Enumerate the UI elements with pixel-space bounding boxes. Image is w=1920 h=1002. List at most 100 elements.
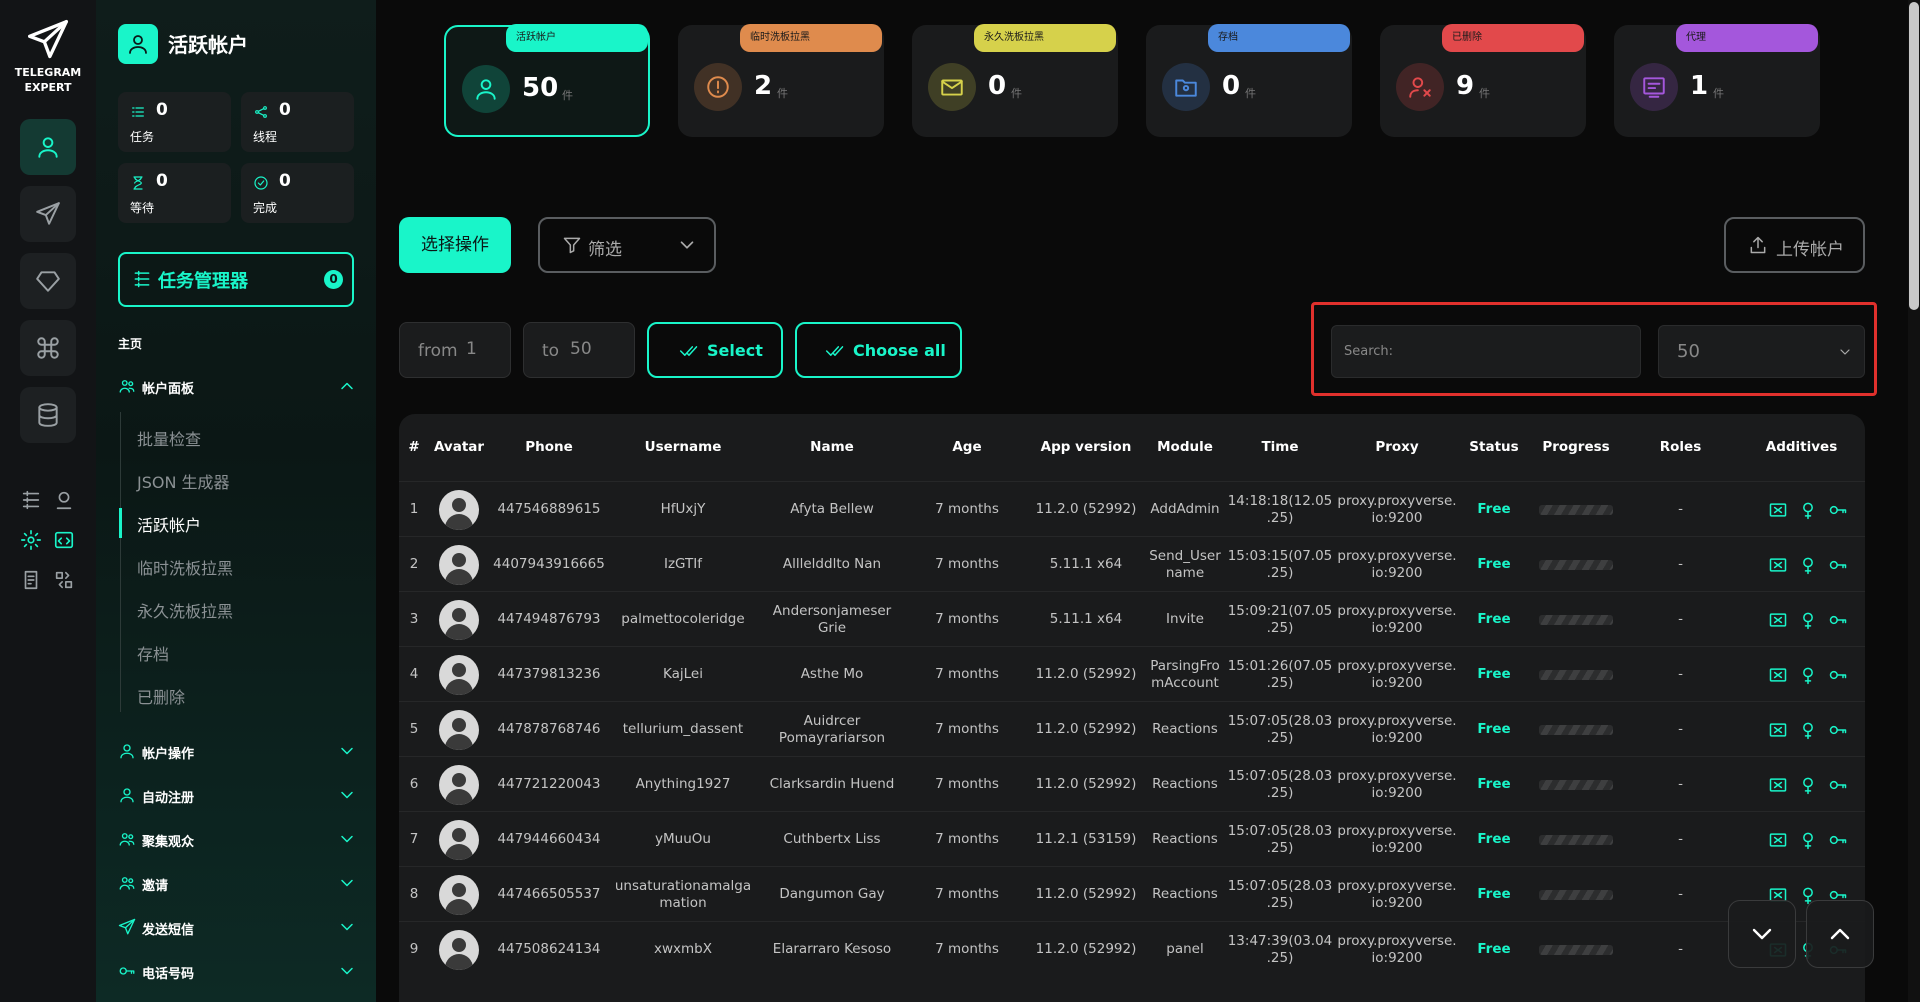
additive-icon [1769,612,1787,627]
icon-part [1412,77,1424,88]
section-label[interactable]: 自动注册 [142,791,195,806]
table-cell: 447721220043 [497,776,601,792]
table-cell: 7 months [935,666,999,682]
column-header: Age [952,439,982,455]
table-cell: 4 [409,666,419,682]
icon-part [1773,726,1783,733]
additive-icon [1769,777,1787,792]
rail-button[interactable] [20,119,76,175]
section-label[interactable]: 电话号码 [142,967,195,982]
submenu-item[interactable]: 活跃帐户 [137,516,202,535]
section-label[interactable]: 聚集观众 [142,835,195,850]
task-manager-button[interactable]: 任务管理器 0 [118,252,354,307]
avatar [439,654,479,695]
range-label: from [418,341,458,361]
icon-part [1804,510,1812,519]
scroll-button[interactable] [1728,900,1796,968]
submenu-item[interactable]: 存档 [137,645,170,664]
table-cell: 2 [409,556,419,572]
table-row: 6 447721220043 Anything1927 Clarksardin Hue… [399,756,1865,812]
table-cell: 7 months [935,721,999,737]
table-cell: 15:07:05(28.03.25) [1227,877,1333,911]
icon-part [341,382,353,390]
task-manager-icon [134,270,150,288]
progress-cell [1529,723,1623,737]
upload-button[interactable]: 上传帐户 [1724,217,1865,273]
table-cell: 447494876793 [497,611,601,627]
icon-part [1769,832,1787,847]
expand-chevron [341,923,353,931]
submenu-item[interactable]: 临时洗板拉黑 [137,559,234,578]
icon-part [132,107,144,117]
table-cell: 4407943916665 [493,556,605,572]
status-card[interactable]: 50 件 [444,25,650,137]
search-input[interactable]: Search: [1331,325,1641,378]
page-size-select[interactable]: 50 [1658,325,1865,378]
select-button[interactable]: Select [647,322,783,378]
select-button[interactable]: Choose all [795,322,962,378]
rail-button[interactable] [20,253,76,309]
select-action-button[interactable]: 选择操作 [399,217,511,273]
avatar-cell [429,873,489,917]
collapse-chevron [341,382,353,390]
submenu-item[interactable]: 永久洗板拉黑 [137,602,234,621]
submenu-item[interactable]: 批量检查 [137,430,202,449]
expand-chevron [341,747,353,755]
icon-part [37,337,59,359]
progress-bar [1539,944,1613,955]
section-label[interactable]: 发送短信 [142,923,195,938]
icon-part [134,270,150,288]
icon-part [38,406,58,427]
icon-part [1769,612,1787,627]
table-cell: - [1678,831,1683,847]
table-cell: IzGTIf [663,556,703,572]
progress-cell [1529,668,1623,682]
avatar-body [445,898,473,915]
table-cell: proxy.proxyverse.io:9200 [1337,547,1457,581]
additives-cell [1738,663,1865,687]
table-row: 1 447546889615 HfUxjY Afyta Bellew 7 months 1… [399,481,1865,537]
table-cell: HfUxjY [660,501,706,517]
range-input[interactable]: from 1 [399,322,511,378]
rail-icon [38,403,58,427]
card-icon [1162,63,1210,111]
icon-part [1840,349,1850,355]
table-cell: 14:18:18(12.05.25) [1227,492,1333,526]
icon-part [941,80,963,90]
avatar-body [445,788,473,805]
table-cell: - [1678,721,1683,737]
section-label[interactable]: 邀请 [142,879,169,894]
table-cell: 447508624134 [497,941,601,957]
filter-dropdown[interactable]: 筛选 [538,217,716,273]
scroll-button[interactable] [1806,900,1874,968]
icon-part [119,387,135,393]
icon-part [57,537,71,545]
icon-part [1836,838,1847,843]
rail-tool [55,571,73,589]
range-input[interactable]: to 50 [523,322,635,378]
table-cell: AddAdmin [1150,501,1220,517]
column-header: Status [1469,439,1519,455]
avatar [439,929,479,970]
submenu-item[interactable]: 已删除 [137,688,186,707]
account-panel-label[interactable]: 帐户面板 [142,382,195,397]
avatar-head [452,882,466,897]
section-label[interactable]: 帐户操作 [142,747,195,762]
table-row: 9 447508624134 xwxmbX Elararraro Kesoso 7 mo… [399,921,1865,977]
submenu-item[interactable]: JSON 生成器 [137,473,230,492]
table-cell: 7 months [935,886,999,902]
rail-button[interactable] [20,320,76,376]
rail-button[interactable] [20,387,76,443]
home-label: 主页 [118,337,143,351]
progress-bar [1539,724,1613,735]
icon-part [123,788,131,796]
rail-button[interactable] [20,186,76,242]
account-panel-icon [119,380,135,393]
scrollbar-thumb[interactable] [1909,2,1919,310]
icon-part [22,490,40,510]
table-cell: Dangumon Gay [779,886,885,902]
upload-label: 上传帐户 [1776,240,1844,260]
icon-part [119,884,135,890]
table-cell: Auidrcer Pomayrariarson [778,712,886,746]
icon-part [1769,557,1787,572]
